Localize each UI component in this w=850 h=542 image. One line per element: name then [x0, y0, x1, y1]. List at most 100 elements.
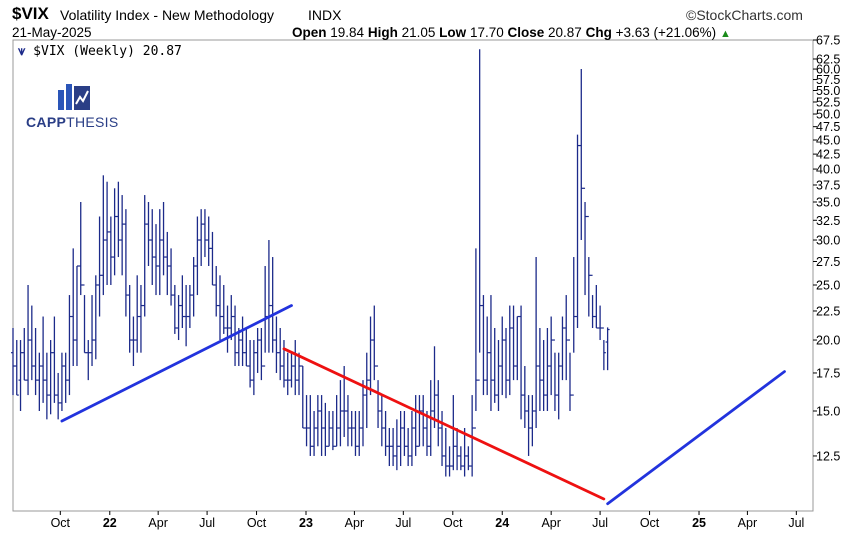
y-tick-label: 25.0 [816, 278, 840, 292]
x-tick-label: Apr [345, 516, 364, 530]
ohlc-bar [263, 266, 268, 367]
legend-text: $VIX (Weekly) 20.87 [33, 44, 182, 59]
logo-text-bold: CAPP [26, 114, 67, 130]
instrument-name: Volatility Index - New Methodology [60, 7, 274, 23]
chart-legend: ⩛ $VIX (Weekly) 20.87 [18, 44, 182, 59]
ohlc-bar [37, 352, 42, 411]
y-tick-label: 40.0 [816, 163, 840, 177]
x-tick-label: 25 [692, 516, 706, 530]
ohlc-bar [455, 428, 460, 471]
ohlc-bar [605, 327, 610, 371]
ohlc-bar [590, 274, 595, 328]
ohlc-bar [289, 352, 294, 388]
ohlc-swatch-icon: ⩛ [18, 44, 26, 59]
ohlc-bar [214, 266, 219, 317]
ohlc-bar [534, 257, 539, 429]
ohlc-bar [515, 315, 520, 381]
ohlc-bar [142, 195, 147, 317]
ohlc-bar [22, 327, 27, 381]
y-tick-label: 45.0 [816, 134, 840, 148]
stockcharts-brand[interactable]: ©StockCharts.com [686, 7, 803, 23]
ohlc-bar [165, 231, 170, 296]
x-tick-label: Oct [640, 516, 660, 530]
x-tick-label: Apr [738, 516, 757, 530]
ohlc-bar [560, 316, 565, 381]
ohlc-bar [180, 275, 185, 328]
ohlc-bar [364, 352, 369, 429]
ohlc-bar [398, 410, 403, 467]
ohlc-bar [315, 395, 320, 447]
ohlc-bar [504, 327, 509, 399]
ohlc-bar [169, 248, 174, 306]
ohlc-bar [138, 284, 143, 353]
ohlc-bar [150, 209, 155, 285]
ohlc-bar [26, 284, 31, 396]
high-value: 21.05 [401, 25, 436, 40]
ohlc-bar [409, 410, 414, 467]
ohlc-bar [233, 305, 238, 367]
ohlc-bar [176, 295, 181, 341]
ohlc-bar [387, 428, 392, 467]
ohlc-bar [116, 181, 121, 258]
y-tick-label: 22.5 [816, 304, 840, 318]
low-value: 17.70 [469, 25, 504, 40]
ohlc-bar [11, 327, 15, 396]
y-tick-label: 57.5 [816, 73, 840, 87]
ohlc-bar [402, 410, 407, 456]
bar-chart-logo-icon [58, 84, 90, 110]
ohlc-bar [285, 352, 290, 396]
ohlc-bar [327, 410, 332, 447]
ohlc-bar [161, 201, 166, 276]
ohlc-bar [56, 372, 61, 420]
x-tick-label: Apr [541, 516, 560, 530]
y-tick-label: 52.5 [816, 95, 840, 109]
ohlc-bar [571, 257, 576, 396]
ohlc-bar [462, 428, 467, 477]
y-tick-label: 37.5 [816, 178, 840, 192]
ohlc-bar [127, 284, 132, 353]
ohlc-bar [601, 327, 606, 371]
ohlc-bar [59, 352, 64, 411]
ohlc-bar [29, 305, 34, 381]
y-tick-label: 32.5 [816, 214, 840, 228]
ohlc-bar [44, 352, 49, 420]
ohlc-bar [349, 410, 354, 447]
ohlc-bar [575, 134, 580, 328]
ohlc-bar [195, 216, 200, 296]
ohlc-bar [251, 340, 256, 396]
y-tick-label: 60.0 [816, 63, 840, 77]
ohlc-bar [526, 395, 531, 456]
up-arrow-icon: ▲ [719, 28, 731, 40]
ohlc-bar [312, 410, 317, 456]
ohlc-bar [451, 395, 456, 471]
y-tick-label: 27.5 [816, 255, 840, 269]
y-tick-label: 35.0 [816, 195, 840, 209]
y-tick-label: 42.5 [816, 148, 840, 162]
x-axis: Oct 22 Apr Jul Oct 23 Apr Jul Oct 24 Apr Jul Oct 25 Ap… [51, 511, 804, 530]
ohlc-bar [496, 340, 501, 411]
ohlc-bar [345, 395, 350, 447]
x-tick-label: Oct [51, 516, 71, 530]
ohlc-bar [90, 295, 95, 367]
ohlc-bar [191, 257, 196, 317]
ohlc-bar [436, 380, 441, 447]
ohlc-bar [41, 316, 46, 403]
ohlc-bar [379, 395, 384, 447]
ohlc-bar [259, 327, 264, 381]
ohlc-bar [154, 224, 159, 296]
ohlc-bars [11, 49, 610, 477]
ohlc-bar [353, 410, 358, 456]
ohlc-bar [308, 395, 313, 456]
close-value: 20.87 [548, 25, 582, 40]
x-tick-label: Jul [199, 516, 215, 530]
ohlc-bar [93, 275, 98, 360]
ohlc-bar [86, 340, 91, 381]
ohlc-bar [101, 175, 106, 296]
ohlc-bar [244, 327, 249, 367]
ohlc-bar [255, 327, 260, 373]
ohlc-bar [274, 316, 279, 373]
ohlc-bar [14, 340, 19, 396]
ohlc-bar [549, 316, 554, 396]
ohlc-bar [71, 248, 76, 367]
